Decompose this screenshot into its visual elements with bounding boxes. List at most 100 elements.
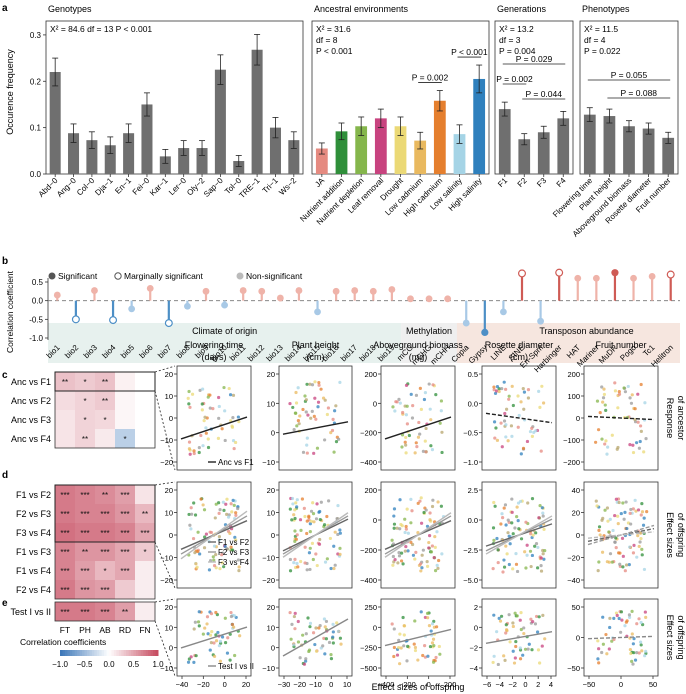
scatter-point bbox=[218, 508, 222, 512]
scatter-point bbox=[503, 411, 507, 416]
scatter-point bbox=[315, 502, 319, 506]
scatter-point bbox=[500, 512, 504, 516]
scatter-point bbox=[492, 388, 496, 392]
connector-line bbox=[154, 541, 176, 589]
scatter-point bbox=[608, 552, 613, 556]
scatter-column-title: Flowering time bbox=[185, 340, 244, 350]
scatter-point bbox=[188, 452, 192, 456]
heatmap-cell bbox=[95, 485, 115, 504]
scatter-point bbox=[308, 625, 312, 629]
scatter-point bbox=[511, 621, 515, 625]
scatter-point bbox=[318, 624, 322, 628]
scatter-point bbox=[525, 553, 529, 557]
lollipop-point bbox=[611, 269, 619, 277]
y-tick-label: −10 bbox=[160, 664, 173, 673]
y-tick-label: 20 bbox=[165, 486, 173, 495]
x-tick-label: F4 bbox=[555, 176, 568, 189]
regression-line bbox=[180, 626, 248, 649]
scatter-point bbox=[596, 639, 600, 643]
y-tick-label: −4 bbox=[469, 664, 478, 673]
scatter-point bbox=[289, 637, 293, 641]
scatter-point bbox=[208, 406, 212, 410]
scatter-point bbox=[308, 522, 312, 526]
scatter-point bbox=[416, 658, 420, 662]
scatter-point bbox=[292, 427, 296, 432]
scatter-point bbox=[207, 568, 212, 572]
scatter-point bbox=[506, 531, 510, 535]
scatter-point bbox=[425, 560, 429, 564]
scatter-point bbox=[397, 397, 401, 401]
y-tick-label: 10 bbox=[267, 509, 275, 518]
scatter-point bbox=[218, 567, 222, 571]
colorbar-segment bbox=[82, 650, 85, 656]
heatmap-cell bbox=[135, 391, 155, 410]
colorbar-segment bbox=[148, 650, 152, 656]
y-tick-label: 0.3 bbox=[30, 31, 42, 40]
y-tick-label: 10 bbox=[267, 623, 275, 632]
scatter-point bbox=[635, 555, 639, 559]
scatter-point bbox=[594, 499, 598, 503]
scatter-point bbox=[203, 535, 207, 539]
scatter-point bbox=[511, 649, 515, 653]
y-tick-label: −10 bbox=[262, 554, 275, 563]
scatter-point bbox=[492, 420, 497, 424]
scatter-point bbox=[597, 528, 601, 532]
legend-label: Anc vs F1 bbox=[218, 458, 254, 467]
scatter-point bbox=[524, 520, 528, 524]
scatter-point bbox=[322, 617, 327, 621]
heatmap-cell-label: ** bbox=[102, 397, 108, 406]
scatter-point bbox=[530, 553, 535, 558]
scatter-point bbox=[229, 545, 233, 549]
heatmap-col-label: AB bbox=[99, 625, 111, 635]
y-tick-label: −2 bbox=[469, 644, 478, 653]
scatter-point bbox=[305, 531, 309, 536]
scatter-point bbox=[429, 444, 433, 448]
scatter-point bbox=[305, 451, 309, 455]
heatmap-cell bbox=[95, 580, 115, 599]
scatter-point bbox=[511, 624, 515, 629]
scatter-point bbox=[422, 397, 427, 402]
scatter-point bbox=[515, 505, 519, 509]
scatter-point bbox=[607, 647, 611, 651]
scatter-point bbox=[417, 420, 421, 425]
scatter-point bbox=[542, 527, 546, 531]
scatter-point bbox=[598, 411, 602, 415]
scatter-point bbox=[603, 508, 607, 512]
scatter-point bbox=[612, 616, 616, 620]
scatter-point bbox=[338, 636, 343, 640]
scatter-point bbox=[309, 416, 313, 420]
scatter-point bbox=[505, 629, 509, 633]
scatter-point bbox=[323, 652, 327, 656]
colorbar-tick: 0.0 bbox=[103, 660, 115, 669]
scatter-point bbox=[616, 514, 620, 518]
heatmap-row-label: Anc vs F4 bbox=[11, 434, 51, 444]
scatter-point bbox=[329, 431, 333, 435]
heatmap-cell bbox=[75, 542, 95, 561]
scatter-point bbox=[193, 551, 197, 555]
scatter-point bbox=[510, 497, 514, 501]
y-tick-label: −40 bbox=[567, 576, 580, 585]
x-tick-label: F2 bbox=[516, 176, 529, 189]
scatter-point bbox=[428, 518, 432, 522]
scatter-point bbox=[637, 651, 641, 655]
scatter-point bbox=[504, 623, 508, 627]
scatter-point bbox=[202, 546, 207, 550]
scatter-point bbox=[413, 619, 417, 623]
scatter-point bbox=[300, 497, 304, 501]
scatter-point bbox=[538, 405, 542, 409]
scatter-point bbox=[193, 513, 198, 517]
scatter-frame bbox=[380, 481, 456, 589]
legend-marker bbox=[114, 272, 122, 280]
scatter-point bbox=[427, 540, 431, 545]
scatter-point bbox=[639, 382, 643, 387]
scatter-point bbox=[420, 553, 424, 557]
lollipop-point bbox=[517, 269, 526, 278]
scatter-point bbox=[507, 534, 511, 538]
regression-line bbox=[485, 515, 553, 555]
scatter-point bbox=[508, 640, 512, 644]
scatter-point bbox=[502, 654, 506, 658]
x-tick-label: Dja−1 bbox=[93, 176, 115, 198]
scatter-point bbox=[237, 420, 241, 424]
scatter-point bbox=[402, 624, 406, 628]
